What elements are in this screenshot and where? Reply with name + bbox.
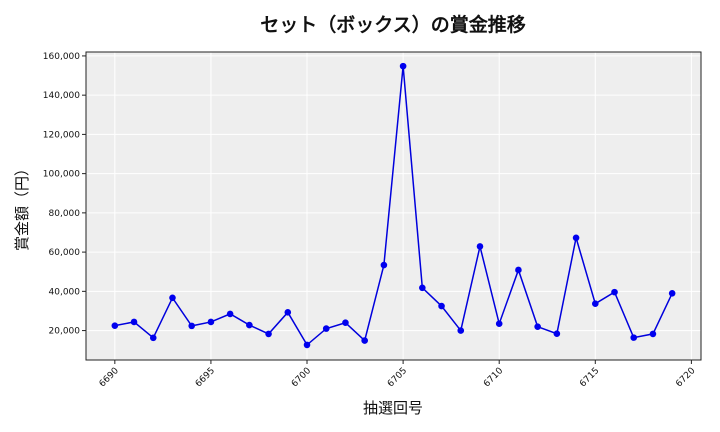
x-tick-label: 6705 [386, 366, 409, 389]
data-point [130, 318, 138, 326]
data-point [649, 330, 657, 338]
y-axis-ticks: 20,000 40,000 60,000 80,000 100,000 120,000 14… [43, 52, 86, 337]
x-axis-label: 抽選回号 [363, 399, 423, 417]
data-point [149, 334, 157, 342]
series-group [111, 62, 676, 349]
y-tick-label: 140,000 [43, 91, 80, 101]
data-point [611, 288, 618, 296]
data-point [553, 330, 561, 338]
data-point [495, 320, 503, 328]
data-point [591, 300, 599, 307]
data-point [572, 234, 580, 242]
data-point [303, 341, 311, 349]
x-tick-label: 6700 [290, 366, 313, 389]
data-point [515, 266, 522, 274]
data-point [169, 294, 176, 302]
data-point [111, 322, 119, 329]
grid-lines [86, 52, 701, 360]
y-tick-label: 60,000 [49, 248, 81, 258]
data-point [342, 319, 349, 327]
data-point [265, 330, 272, 338]
x-tick-label: 6720 [674, 366, 697, 389]
x-tick-label: 6690 [98, 366, 121, 389]
plot-frame [85, 51, 702, 361]
x-tick-label: 6695 [194, 366, 217, 389]
data-point [476, 243, 484, 250]
x-axis-ticks: 6690 6695 6700 6705 6710 6715 6720 [98, 360, 698, 389]
x-tick-label: 6710 [482, 366, 505, 389]
x-tick-label: 6715 [578, 366, 601, 389]
y-tick-label: 20,000 [49, 327, 81, 337]
y-tick-label: 100,000 [43, 170, 80, 180]
data-point [226, 310, 234, 318]
plot-area [86, 52, 701, 360]
data-point [399, 62, 407, 70]
data-point [361, 337, 368, 344]
data-point [630, 334, 638, 341]
data-point [668, 289, 676, 297]
data-point [246, 321, 253, 329]
y-tick-label: 80,000 [49, 209, 81, 219]
y-tick-label: 160,000 [43, 52, 80, 62]
data-point [284, 309, 292, 316]
data-point [380, 261, 388, 269]
data-point [438, 302, 445, 310]
data-point [534, 323, 541, 330]
data-point [188, 322, 196, 330]
data-point [419, 284, 426, 292]
y-tick-label: 120,000 [43, 130, 80, 140]
y-tick-label: 40,000 [49, 287, 81, 297]
axes [85, 51, 702, 361]
y-axis-label: 賞金額（円） [13, 161, 31, 251]
data-point [457, 327, 465, 334]
chart-title: セット（ボックス）の賞金推移 [260, 13, 525, 36]
data-point [322, 325, 330, 332]
data-point [207, 318, 215, 326]
